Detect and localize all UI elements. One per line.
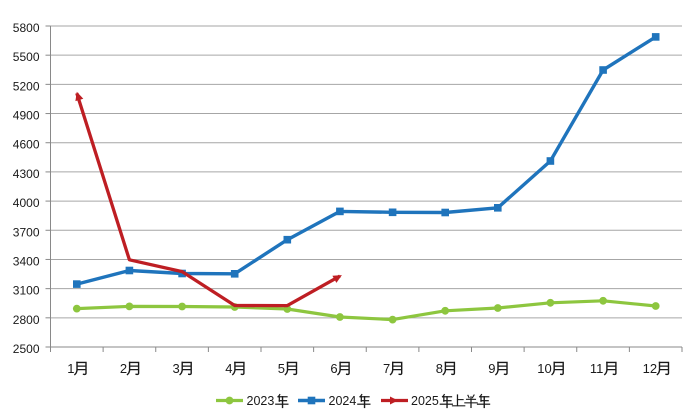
svg-text:2: 2 (120, 361, 127, 376)
svg-text:2023: 2023 (247, 394, 275, 408)
svg-text:12: 12 (643, 361, 657, 376)
svg-text:3400: 3400 (13, 255, 40, 269)
svg-text:5200: 5200 (13, 79, 40, 93)
svg-text:7: 7 (383, 361, 390, 376)
svg-text:8: 8 (436, 361, 443, 376)
svg-text:4: 4 (225, 361, 232, 376)
svg-text:2800: 2800 (13, 313, 40, 327)
svg-text:3100: 3100 (13, 284, 40, 298)
svg-text:9: 9 (488, 361, 495, 376)
svg-text:1: 1 (67, 361, 74, 376)
svg-text:5800: 5800 (13, 21, 40, 35)
svg-text:4000: 4000 (13, 196, 40, 210)
svg-text:10: 10 (537, 361, 551, 376)
svg-text:2024: 2024 (329, 394, 357, 408)
svg-text:6: 6 (330, 361, 337, 376)
svg-text:5500: 5500 (13, 50, 40, 64)
svg-text:11: 11 (590, 361, 604, 376)
svg-text:3: 3 (173, 361, 180, 376)
svg-text:4600: 4600 (13, 138, 40, 152)
svg-text:5: 5 (278, 361, 285, 376)
svg-text:2500: 2500 (13, 342, 40, 356)
svg-text:4900: 4900 (13, 109, 40, 123)
svg-text:2025: 2025 (411, 394, 439, 408)
svg-text:3700: 3700 (13, 225, 40, 239)
svg-text:4300: 4300 (13, 167, 40, 181)
